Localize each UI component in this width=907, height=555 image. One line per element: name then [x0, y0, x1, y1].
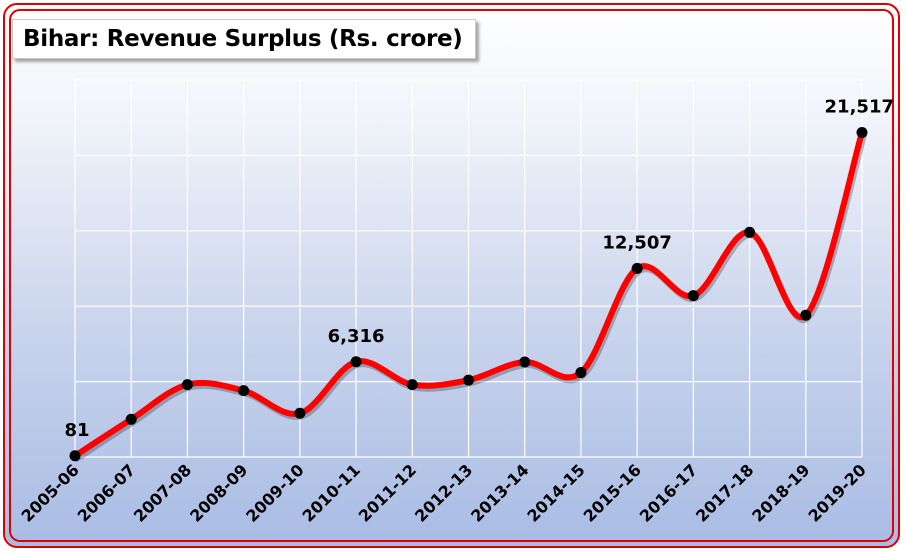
data-point [350, 356, 362, 368]
data-point [687, 290, 699, 302]
x-tick-label: 2005-06 [17, 460, 82, 525]
data-point [519, 356, 531, 368]
data-point [125, 413, 137, 425]
x-tick-label: 2007-08 [130, 460, 195, 525]
x-tick-label: 2013-14 [467, 460, 532, 525]
x-tick-label: 2008-09 [186, 460, 251, 525]
x-tick-label: 2016-17 [636, 460, 701, 525]
data-point [181, 379, 193, 391]
x-tick-label: 2014-15 [523, 460, 588, 525]
data-point [856, 127, 868, 139]
data-label: 12,507 [602, 232, 671, 253]
data-label: 81 [64, 420, 89, 441]
data-labels: 81 6,316 12,507 21,517 [64, 97, 894, 441]
data-point [238, 385, 250, 397]
data-label: 6,316 [328, 326, 385, 347]
series-line [72, 129, 865, 459]
data-point [294, 407, 306, 419]
grid [74, 79, 863, 458]
x-tick-label: 2012-13 [411, 460, 476, 525]
x-tick-label: 2010-11 [299, 460, 364, 525]
series-line-shadow [74, 132, 867, 462]
x-tick-label: 2015-16 [580, 460, 645, 525]
data-point [631, 262, 643, 274]
data-point [744, 226, 756, 238]
x-tick-label: 2011-12 [355, 460, 420, 525]
data-point [406, 379, 418, 391]
x-tick-label: 2006-07 [74, 460, 139, 525]
chart-title: Bihar: Revenue Surplus (Rs. crore) [12, 19, 476, 59]
data-point [463, 374, 474, 386]
x-tick-label: 2018-19 [748, 460, 813, 525]
x-tick-label: 2019-20 [804, 460, 869, 525]
x-tick-label: 2017-18 [692, 460, 757, 525]
data-label: 21,517 [825, 97, 894, 118]
x-axis-tick-labels: 2005-062006-072007-082008-092009-102010-… [17, 460, 869, 525]
x-tick-label: 2009-10 [242, 460, 307, 525]
data-point [69, 450, 81, 462]
data-points [69, 127, 868, 462]
data-point [800, 309, 812, 321]
data-point [575, 367, 587, 379]
series-line-layer [72, 129, 867, 462]
